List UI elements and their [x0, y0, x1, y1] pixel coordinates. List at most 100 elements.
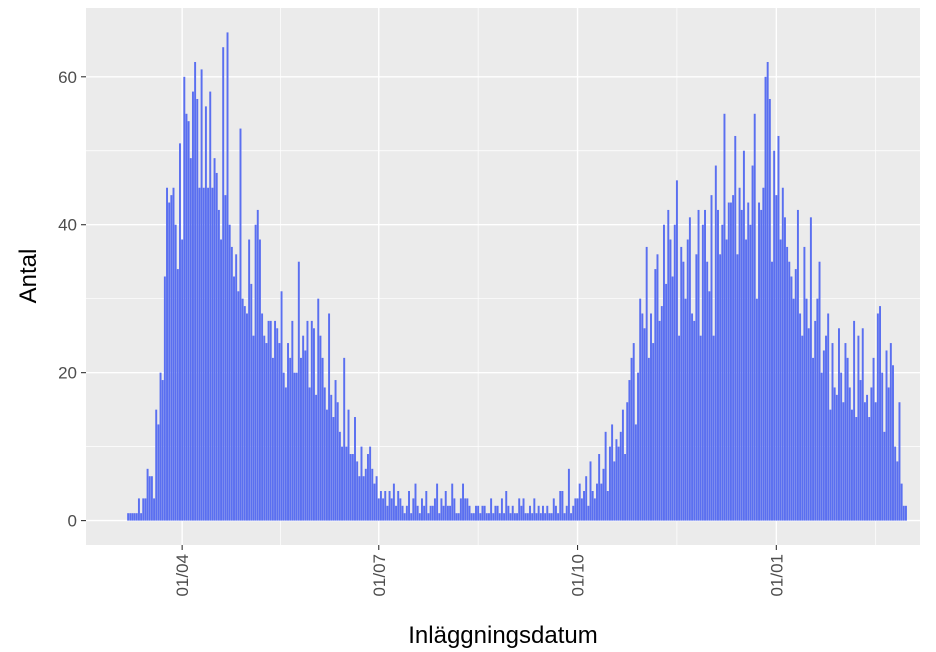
bar — [373, 483, 376, 521]
bar — [254, 224, 257, 521]
bar — [315, 394, 318, 521]
bar — [552, 498, 555, 521]
bar — [626, 402, 629, 521]
bar — [812, 357, 815, 521]
bar — [801, 335, 804, 521]
bar — [600, 483, 603, 521]
bar — [507, 505, 510, 521]
bar — [433, 498, 436, 521]
bar — [233, 276, 235, 521]
bar — [261, 313, 264, 521]
bar — [224, 195, 227, 521]
bar — [723, 113, 726, 521]
bar — [900, 483, 903, 521]
bar — [375, 476, 378, 521]
bar — [639, 298, 642, 521]
y-tick-label: 60 — [58, 68, 77, 87]
bar — [608, 446, 611, 521]
bar — [546, 505, 549, 521]
bars — [127, 32, 907, 521]
bar — [846, 357, 849, 521]
y-tick-label: 20 — [58, 364, 77, 383]
bar — [574, 498, 577, 521]
bar — [844, 343, 847, 521]
bar — [304, 350, 307, 521]
bar — [209, 91, 212, 521]
bar — [276, 328, 279, 521]
bar — [256, 209, 259, 521]
bar — [157, 424, 160, 521]
bar — [764, 76, 767, 521]
bar — [758, 202, 761, 521]
bar — [541, 505, 544, 521]
bar — [727, 202, 730, 521]
bar — [777, 135, 780, 521]
bar — [429, 505, 432, 521]
bar — [328, 313, 331, 521]
bar — [656, 254, 659, 521]
bar — [561, 491, 564, 521]
bar — [248, 239, 251, 521]
bar — [894, 446, 897, 521]
bar — [310, 320, 313, 521]
bar — [377, 498, 380, 521]
bar — [693, 320, 696, 521]
bar — [196, 98, 199, 521]
bar — [349, 454, 352, 521]
bar — [647, 357, 650, 521]
bar — [334, 380, 337, 521]
bar — [898, 402, 901, 521]
bar — [170, 195, 173, 521]
bar — [628, 380, 631, 521]
bar — [583, 491, 585, 521]
bar — [870, 387, 873, 521]
bar — [766, 61, 769, 521]
bar — [876, 313, 879, 521]
bar — [572, 505, 575, 521]
bar — [168, 202, 171, 521]
bar — [388, 491, 391, 521]
bar — [783, 217, 786, 521]
bar — [472, 513, 475, 521]
bar — [518, 498, 521, 521]
bar — [505, 491, 508, 521]
bar — [850, 409, 853, 521]
bar — [619, 431, 622, 521]
bar — [207, 187, 210, 521]
bar — [379, 491, 382, 521]
bar — [163, 276, 166, 521]
bar — [557, 513, 560, 521]
bar — [198, 187, 201, 521]
axes: 0 20 40 60 01/04 01/07 01/10 01/01 — [58, 68, 786, 597]
bar — [194, 61, 197, 521]
bar — [176, 269, 179, 521]
bar — [760, 209, 763, 521]
bar — [317, 298, 320, 521]
bar — [807, 328, 810, 521]
bar — [131, 513, 134, 521]
bar — [725, 239, 728, 521]
bar — [673, 224, 676, 521]
bar — [708, 291, 711, 521]
bar — [833, 387, 836, 521]
bar — [364, 468, 367, 521]
bar — [675, 180, 678, 521]
bar — [161, 380, 164, 521]
bar — [226, 32, 229, 521]
bar — [217, 209, 220, 521]
bar — [466, 498, 469, 521]
bar — [360, 446, 363, 521]
bar — [308, 387, 311, 521]
bar — [838, 328, 840, 521]
bar — [302, 335, 305, 521]
bar — [885, 350, 888, 521]
bar — [853, 320, 856, 521]
bar — [570, 513, 573, 521]
bar — [431, 505, 434, 521]
bar — [567, 468, 570, 521]
bar — [336, 402, 339, 521]
bar — [503, 513, 506, 521]
bar — [423, 505, 426, 521]
bar — [235, 254, 238, 521]
bar — [794, 269, 797, 521]
